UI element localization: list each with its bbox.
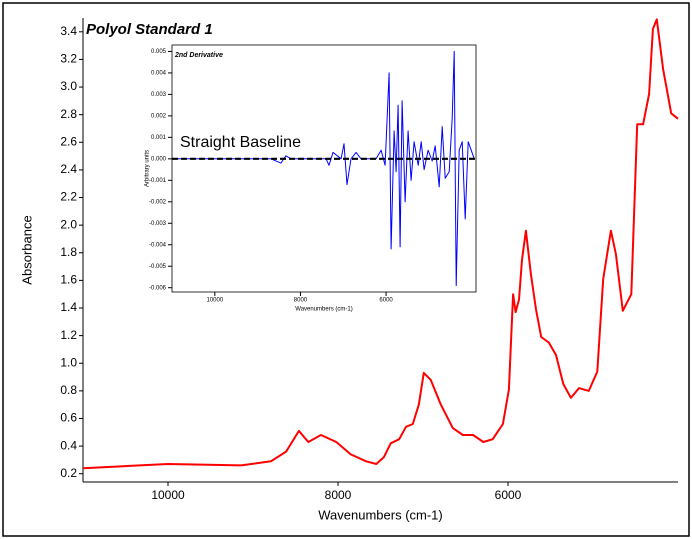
x-tick-label: 8000: [325, 488, 352, 502]
y-tick-label: 1.8: [60, 245, 77, 259]
x-axis-label: Wavenumbers (cm-1): [318, 507, 442, 522]
x-tick-label: 6000: [379, 298, 393, 304]
y-tick-label: 0.003: [151, 92, 167, 98]
y-tick-label: -0.005: [149, 264, 167, 270]
y-tick-label: 0.6: [60, 411, 77, 425]
y-tick-label: 3.4: [60, 24, 77, 38]
y-tick-label: 1.0: [60, 355, 77, 369]
y-tick-label: 0.001: [151, 135, 167, 141]
y-tick-label: 0.2: [60, 466, 77, 480]
y-tick-label: -0.003: [149, 221, 167, 227]
y-tick-label: 2.2: [60, 190, 77, 204]
chart-title: Polyol Standard 1: [86, 21, 213, 38]
y-axis-label: Absorbance: [19, 215, 34, 284]
spectrum-line: [172, 50, 475, 287]
y-tick-label: -0.006: [149, 285, 167, 291]
x-tick-label: 10000: [206, 298, 223, 304]
y-tick-label: 2.8: [60, 107, 77, 121]
y-tick-label: 2.0: [60, 217, 77, 231]
x-axis-label: Wavenumbers (cm-1): [295, 307, 352, 313]
y-tick-label: 0.4: [60, 438, 77, 452]
x-tick-label: 6000: [495, 488, 522, 502]
y-tick-label: 3.2: [60, 52, 77, 66]
y-tick-label: -0.002: [149, 199, 167, 205]
y-tick-label: 1.4: [60, 300, 77, 314]
y-tick-label: 1.2: [60, 328, 77, 342]
spectrum-line: [82, 18, 679, 470]
y-axis-label: Arbitrary units: [145, 150, 151, 187]
y-tick-label: 0.004: [151, 70, 167, 76]
y-tick-label: -0.004: [149, 242, 167, 248]
y-tick-label: 1.6: [60, 273, 77, 287]
y-tick-label: -0.001: [149, 178, 167, 184]
y-tick-label: 0.002: [151, 113, 167, 119]
x-tick-label: 8000: [294, 298, 308, 304]
y-tick-label: 2.6: [60, 134, 77, 148]
x-tick-label: 10000: [151, 488, 185, 502]
y-tick-label: 0.005: [151, 49, 167, 55]
y-tick-label: 0.000: [151, 156, 167, 162]
chart-title: 2nd Derivative: [174, 52, 223, 59]
inset-frame: [171, 44, 477, 293]
y-tick-label: 2.4: [60, 162, 77, 176]
y-tick-label: 3.0: [60, 79, 77, 93]
y-tick-label: 0.8: [60, 383, 77, 397]
annotation: Straight Baseline: [180, 134, 301, 151]
